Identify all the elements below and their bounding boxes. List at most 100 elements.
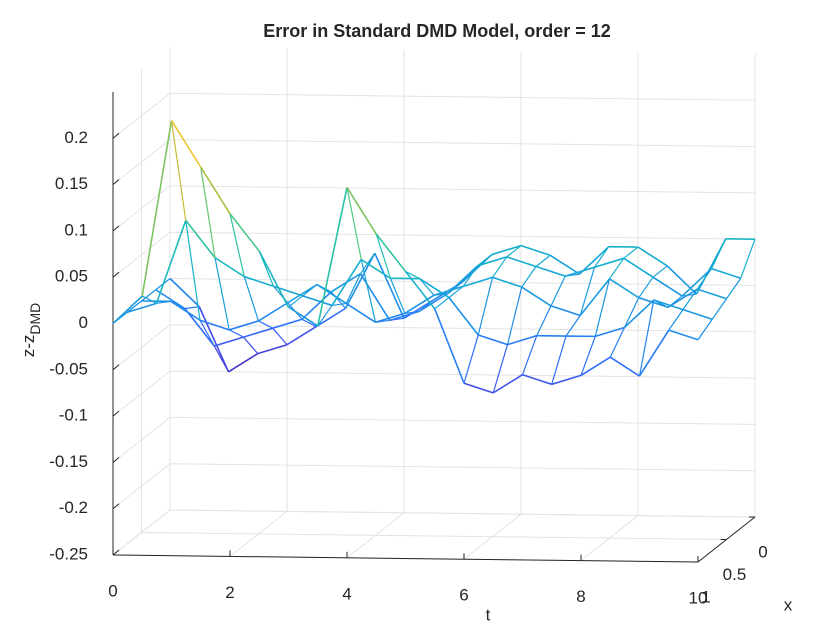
- grid-line: [169, 463, 756, 472]
- mesh-line: [682, 308, 713, 321]
- t-tick-label: 4: [342, 584, 351, 603]
- mesh-line: [404, 294, 435, 315]
- mesh-line: [243, 276, 260, 322]
- x-tick-label: 0: [758, 542, 767, 561]
- mesh-line: [346, 187, 362, 260]
- mesh-line: [346, 186, 377, 235]
- t-axis: [112, 554, 699, 563]
- mesh-line: [200, 166, 231, 215]
- mesh-line: [141, 289, 157, 302]
- mesh-line: [623, 297, 640, 328]
- mesh-line: [696, 268, 712, 290]
- x-tick-label: 0.5: [723, 565, 747, 584]
- mesh-line: [315, 307, 346, 328]
- mesh-line: [316, 187, 348, 327]
- mesh-line: [184, 308, 215, 347]
- mesh-line: [477, 277, 494, 336]
- mesh-line: [492, 276, 522, 288]
- mesh-line: [448, 285, 464, 299]
- mesh-line: [478, 334, 508, 346]
- grid-line: [112, 185, 171, 232]
- grid-line: [169, 185, 756, 194]
- mesh-line: [127, 302, 157, 314]
- z-tick: [112, 364, 120, 371]
- grid-line: [169, 231, 756, 240]
- z-tick-label: 0: [79, 313, 88, 332]
- mesh-line: [258, 320, 274, 329]
- mesh-line: [520, 244, 551, 257]
- mesh-line: [653, 299, 684, 311]
- mesh-line: [521, 266, 537, 288]
- mesh-line: [374, 252, 405, 319]
- mesh-line: [359, 273, 391, 321]
- grid-line: [112, 370, 171, 417]
- mesh-line: [214, 257, 230, 330]
- mesh-line: [360, 259, 377, 323]
- mesh-line: [112, 295, 143, 325]
- mesh-line: [287, 283, 318, 304]
- mesh-line: [726, 277, 742, 300]
- mesh-line: [141, 295, 157, 304]
- mesh-line: [258, 250, 290, 308]
- mesh-line: [389, 310, 420, 322]
- mesh-line: [594, 257, 624, 268]
- mesh-line: [389, 278, 406, 314]
- mesh-line: [301, 318, 317, 328]
- mesh-line: [360, 258, 391, 280]
- mesh-line: [594, 278, 611, 337]
- mesh-line: [682, 288, 698, 310]
- mesh-line: [681, 268, 713, 297]
- mesh-line: [404, 310, 420, 315]
- mesh-line: [243, 336, 259, 355]
- t-tick-label: 10: [689, 588, 708, 607]
- mesh-line: [288, 306, 319, 327]
- mesh-line: [317, 305, 333, 327]
- z-tick: [112, 410, 120, 417]
- t-tick-label: 6: [459, 586, 468, 605]
- z-tick: [112, 457, 120, 463]
- mesh-line: [229, 320, 259, 331]
- mesh-line: [375, 233, 392, 279]
- mesh-line: [213, 345, 230, 373]
- grid-line: [141, 532, 727, 540]
- mesh-line: [345, 302, 376, 323]
- z-tick: [112, 503, 120, 510]
- grid-line: [169, 370, 756, 379]
- mesh-line: [697, 318, 713, 341]
- grid-line: [169, 139, 756, 148]
- mesh-line: [462, 265, 478, 287]
- z-tick: [112, 225, 120, 232]
- mesh-line: [638, 299, 655, 377]
- mesh-line: [506, 256, 537, 268]
- mesh-line: [257, 343, 288, 355]
- grid-line: [169, 324, 756, 333]
- mesh-line: [506, 286, 523, 345]
- mesh-line: [565, 315, 581, 337]
- mesh-line: [288, 295, 304, 308]
- mesh-line: [609, 257, 625, 280]
- mesh-line: [521, 335, 538, 375]
- mesh-line: [491, 244, 522, 256]
- mesh-line: [170, 300, 201, 321]
- mesh-line: [198, 306, 230, 373]
- chart-title: Error in Standard DMD Model, order = 12: [263, 21, 611, 41]
- mesh-line: [331, 302, 347, 307]
- mesh-line: [185, 220, 201, 321]
- grid-line: [112, 231, 171, 278]
- z-label-sub: DMD: [27, 303, 43, 335]
- mesh-line: [667, 288, 698, 308]
- mesh-line: [740, 238, 756, 279]
- mesh-line: [638, 329, 670, 377]
- mesh-line: [434, 297, 450, 310]
- mesh-line: [302, 284, 318, 297]
- mesh-line: [272, 327, 288, 346]
- mesh-line: [535, 265, 566, 277]
- mesh-line: [419, 278, 435, 296]
- mesh-line: [536, 305, 552, 336]
- mesh-line: [549, 254, 580, 275]
- z-tick-label: 0.05: [55, 267, 88, 286]
- mesh-line: [668, 329, 699, 341]
- z-tick: [112, 271, 120, 278]
- mesh-line: [609, 327, 626, 358]
